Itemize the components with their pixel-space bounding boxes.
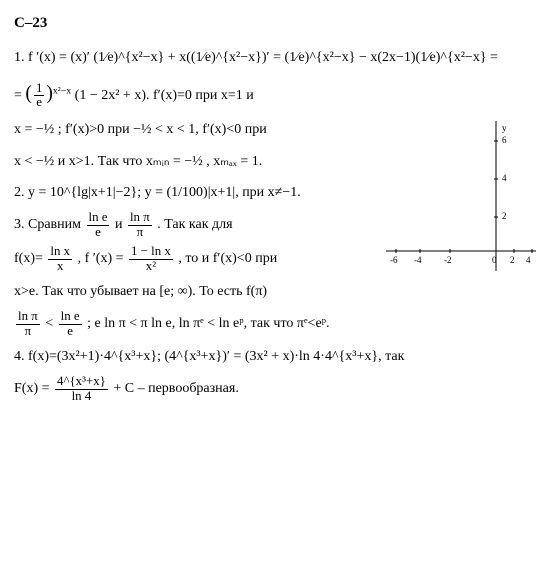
p3-line3: x>e. Так что убывает на [e; ∞). То есть …: [14, 279, 536, 304]
p3-l4-post: ; e ln π < π ln e, ln πᵉ < ln eᵖ, так чт…: [87, 317, 329, 332]
p3-l1-frac1: ln ee: [85, 211, 112, 239]
ytick-4: 4: [502, 173, 507, 183]
xtick-n2: -2: [444, 255, 452, 265]
p3-l2-a: f(x)=: [14, 251, 43, 266]
p3-l1-frac2: ln ππ: [126, 211, 154, 239]
p1-line2-post: (1 − 2x² + x). f′(x)=0 при x=1 и: [75, 88, 254, 103]
section-heading: С–23: [14, 10, 536, 37]
p3-l2-mid: , f ′(x) =: [78, 251, 127, 266]
p3-l4-frac1: ln ππ: [14, 310, 42, 338]
ytick-6: 6: [502, 135, 507, 145]
p3-line4: ln ππ < ln ee ; e ln π < π ln e, ln πᵉ <…: [14, 310, 536, 338]
p1-line2: = ( 1 e )x²−x (1 − 2x² + x). f′(x)=0 при…: [14, 76, 536, 111]
p4-l2-frac: 4^{x³+x}ln 4: [53, 375, 110, 403]
p4-l2-b: + C – первообразная.: [113, 382, 238, 397]
xtick-2: 2: [510, 255, 515, 265]
p3-l2-b: , то и f′(x)<0 при: [178, 251, 277, 266]
xtick-4: 4: [526, 255, 531, 265]
axis-y-label: y: [502, 123, 507, 133]
p4-line1: 4. f(x)=(3x²+1)·4^{x³+x}; (4^{x³+x})′ = …: [14, 344, 536, 369]
p1-line2-frac: 1 e: [32, 82, 46, 110]
p1-line2-exp: x²−x: [53, 86, 71, 97]
xtick-n6: -6: [390, 255, 398, 265]
p4-l2-a: F(x) =: [14, 382, 53, 397]
xtick-0: 0: [492, 255, 497, 265]
p4-line2: F(x) = 4^{x³+x}ln 4 + C – первообразная.: [14, 375, 536, 403]
graph: y 6 4 2 -6 -4 -2 0 2 4: [386, 121, 536, 271]
p1-line1: 1. f ′(x) = (x)′ (1⁄e)^{x²−x} + x((1⁄e)^…: [14, 45, 536, 70]
p1-line2-pre: =: [14, 88, 25, 103]
p3-l4-frac2: ln ee: [57, 310, 84, 338]
p3-l1-b: . Так как для: [157, 217, 232, 232]
p3-l1-mid: и: [115, 217, 126, 232]
ytick-2: 2: [502, 211, 507, 221]
p3-l2-frac2: 1 − ln xx²: [127, 245, 175, 273]
p3-l2-frac1: ln xx: [46, 245, 74, 273]
p3-l4-mid: <: [45, 317, 56, 332]
p3-l1-a: 3. Сравним: [14, 217, 85, 232]
xtick-n4: -4: [414, 255, 422, 265]
